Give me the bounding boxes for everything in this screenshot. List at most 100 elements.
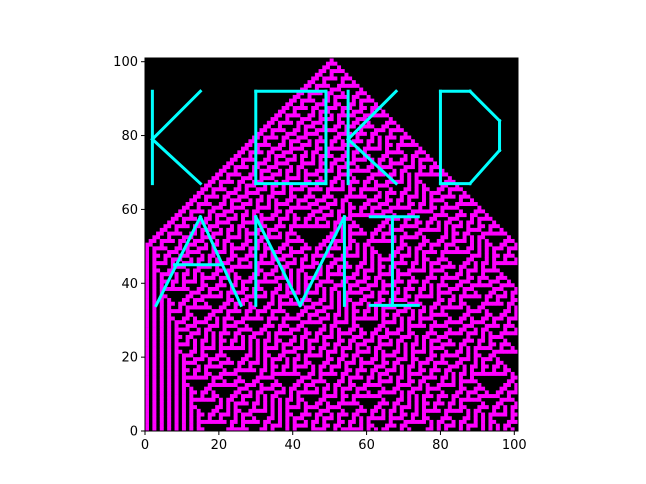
heatmap-cell (495, 390, 500, 395)
heatmap-cell (503, 338, 508, 343)
heatmap-cell (425, 220, 430, 225)
heatmap-cell (178, 264, 183, 269)
heatmap-cell (503, 327, 508, 332)
heatmap-cell (514, 312, 519, 317)
heatmap-cell (237, 368, 242, 373)
heatmap-cell (447, 423, 452, 428)
heatmap-cell (222, 379, 227, 384)
heatmap-cell (359, 334, 364, 339)
heatmap-cell (388, 142, 393, 147)
heatmap-cell (488, 338, 493, 343)
heatmap-cell (289, 150, 294, 155)
heatmap-cell (392, 190, 397, 195)
heatmap-cell (436, 338, 441, 343)
heatmap-cell (481, 360, 486, 365)
heatmap-cell (170, 316, 175, 321)
heatmap-cell (362, 117, 367, 122)
heatmap-cell (281, 323, 286, 328)
heatmap-cell (340, 390, 345, 395)
heatmap-cell (200, 427, 205, 432)
heatmap-cell (170, 216, 175, 221)
heatmap-cell (421, 183, 426, 188)
heatmap-cell (185, 202, 190, 207)
heatmap-cell (407, 272, 412, 277)
heatmap-cell (307, 320, 312, 325)
heatmap-cell (418, 168, 423, 173)
heatmap-cell (340, 408, 345, 413)
heatmap-cell (300, 183, 305, 188)
heatmap-cell (433, 275, 438, 280)
heatmap-cell (433, 368, 438, 373)
heatmap-cell (218, 202, 223, 207)
heatmap-cell (329, 69, 334, 74)
heatmap-cell (204, 375, 209, 380)
heatmap-cell (174, 309, 179, 314)
heatmap-cell (488, 279, 493, 284)
heatmap-cell (266, 150, 271, 155)
heatmap-cell (359, 327, 364, 332)
heatmap-cell (222, 168, 227, 173)
heatmap-cell (344, 290, 349, 295)
heatmap-cell (440, 183, 445, 188)
heatmap-cell (473, 360, 478, 365)
heatmap-cell (255, 142, 260, 147)
heatmap-cell (381, 342, 386, 347)
heatmap-cell (366, 176, 371, 181)
heatmap-cell (159, 283, 164, 288)
heatmap-cell (241, 327, 246, 332)
heatmap-cell (410, 154, 415, 159)
heatmap-cell (274, 275, 279, 280)
heatmap-cell (458, 224, 463, 229)
heatmap-cell (377, 401, 382, 406)
heatmap-cell (333, 94, 338, 99)
heatmap-cell (481, 334, 486, 339)
heatmap-cell (226, 382, 231, 387)
heatmap-cell (252, 165, 257, 170)
heatmap-cell (248, 253, 253, 258)
heatmap-cell (185, 205, 190, 210)
heatmap-cell (340, 131, 345, 136)
heatmap-cell (359, 408, 364, 413)
heatmap-cell (340, 346, 345, 351)
heatmap-cell (181, 416, 186, 421)
heatmap-cell (237, 401, 242, 406)
heatmap-cell (510, 294, 515, 299)
heatmap-cell (270, 131, 275, 136)
heatmap-cell (289, 386, 294, 391)
heatmap-cell (495, 231, 500, 236)
heatmap-cell (329, 327, 334, 332)
heatmap-cell (362, 124, 367, 129)
heatmap-cell (462, 190, 467, 195)
heatmap-cell (277, 338, 282, 343)
heatmap-cell (307, 80, 312, 85)
heatmap-cell (259, 327, 264, 332)
heatmap-cell (340, 283, 345, 288)
heatmap-cell (396, 397, 401, 402)
heatmap-cell (355, 346, 360, 351)
heatmap-cell (159, 364, 164, 369)
heatmap-cell (241, 216, 246, 221)
heatmap-cell (444, 172, 449, 177)
heatmap-cell (429, 331, 434, 336)
heatmap-cell (381, 290, 386, 295)
heatmap-cell (307, 94, 312, 99)
heatmap-cell (392, 401, 397, 406)
heatmap-cell (303, 179, 308, 184)
heatmap-cell (506, 331, 511, 336)
heatmap-cell (444, 220, 449, 225)
heatmap-cell (477, 242, 482, 247)
heatmap-cell (322, 198, 327, 203)
heatmap-cell (344, 353, 349, 358)
heatmap-cell (325, 202, 330, 207)
heatmap-cell (444, 264, 449, 269)
heatmap-cell (481, 401, 486, 406)
heatmap-cell (248, 309, 253, 314)
heatmap-cell (425, 172, 430, 177)
heatmap-cell (318, 205, 323, 210)
heatmap-cell (289, 142, 294, 147)
heatmap-cell (329, 142, 334, 147)
heatmap-cell (462, 368, 467, 373)
heatmap-cell (218, 283, 223, 288)
heatmap-cell (325, 238, 330, 243)
heatmap-cell (396, 202, 401, 207)
